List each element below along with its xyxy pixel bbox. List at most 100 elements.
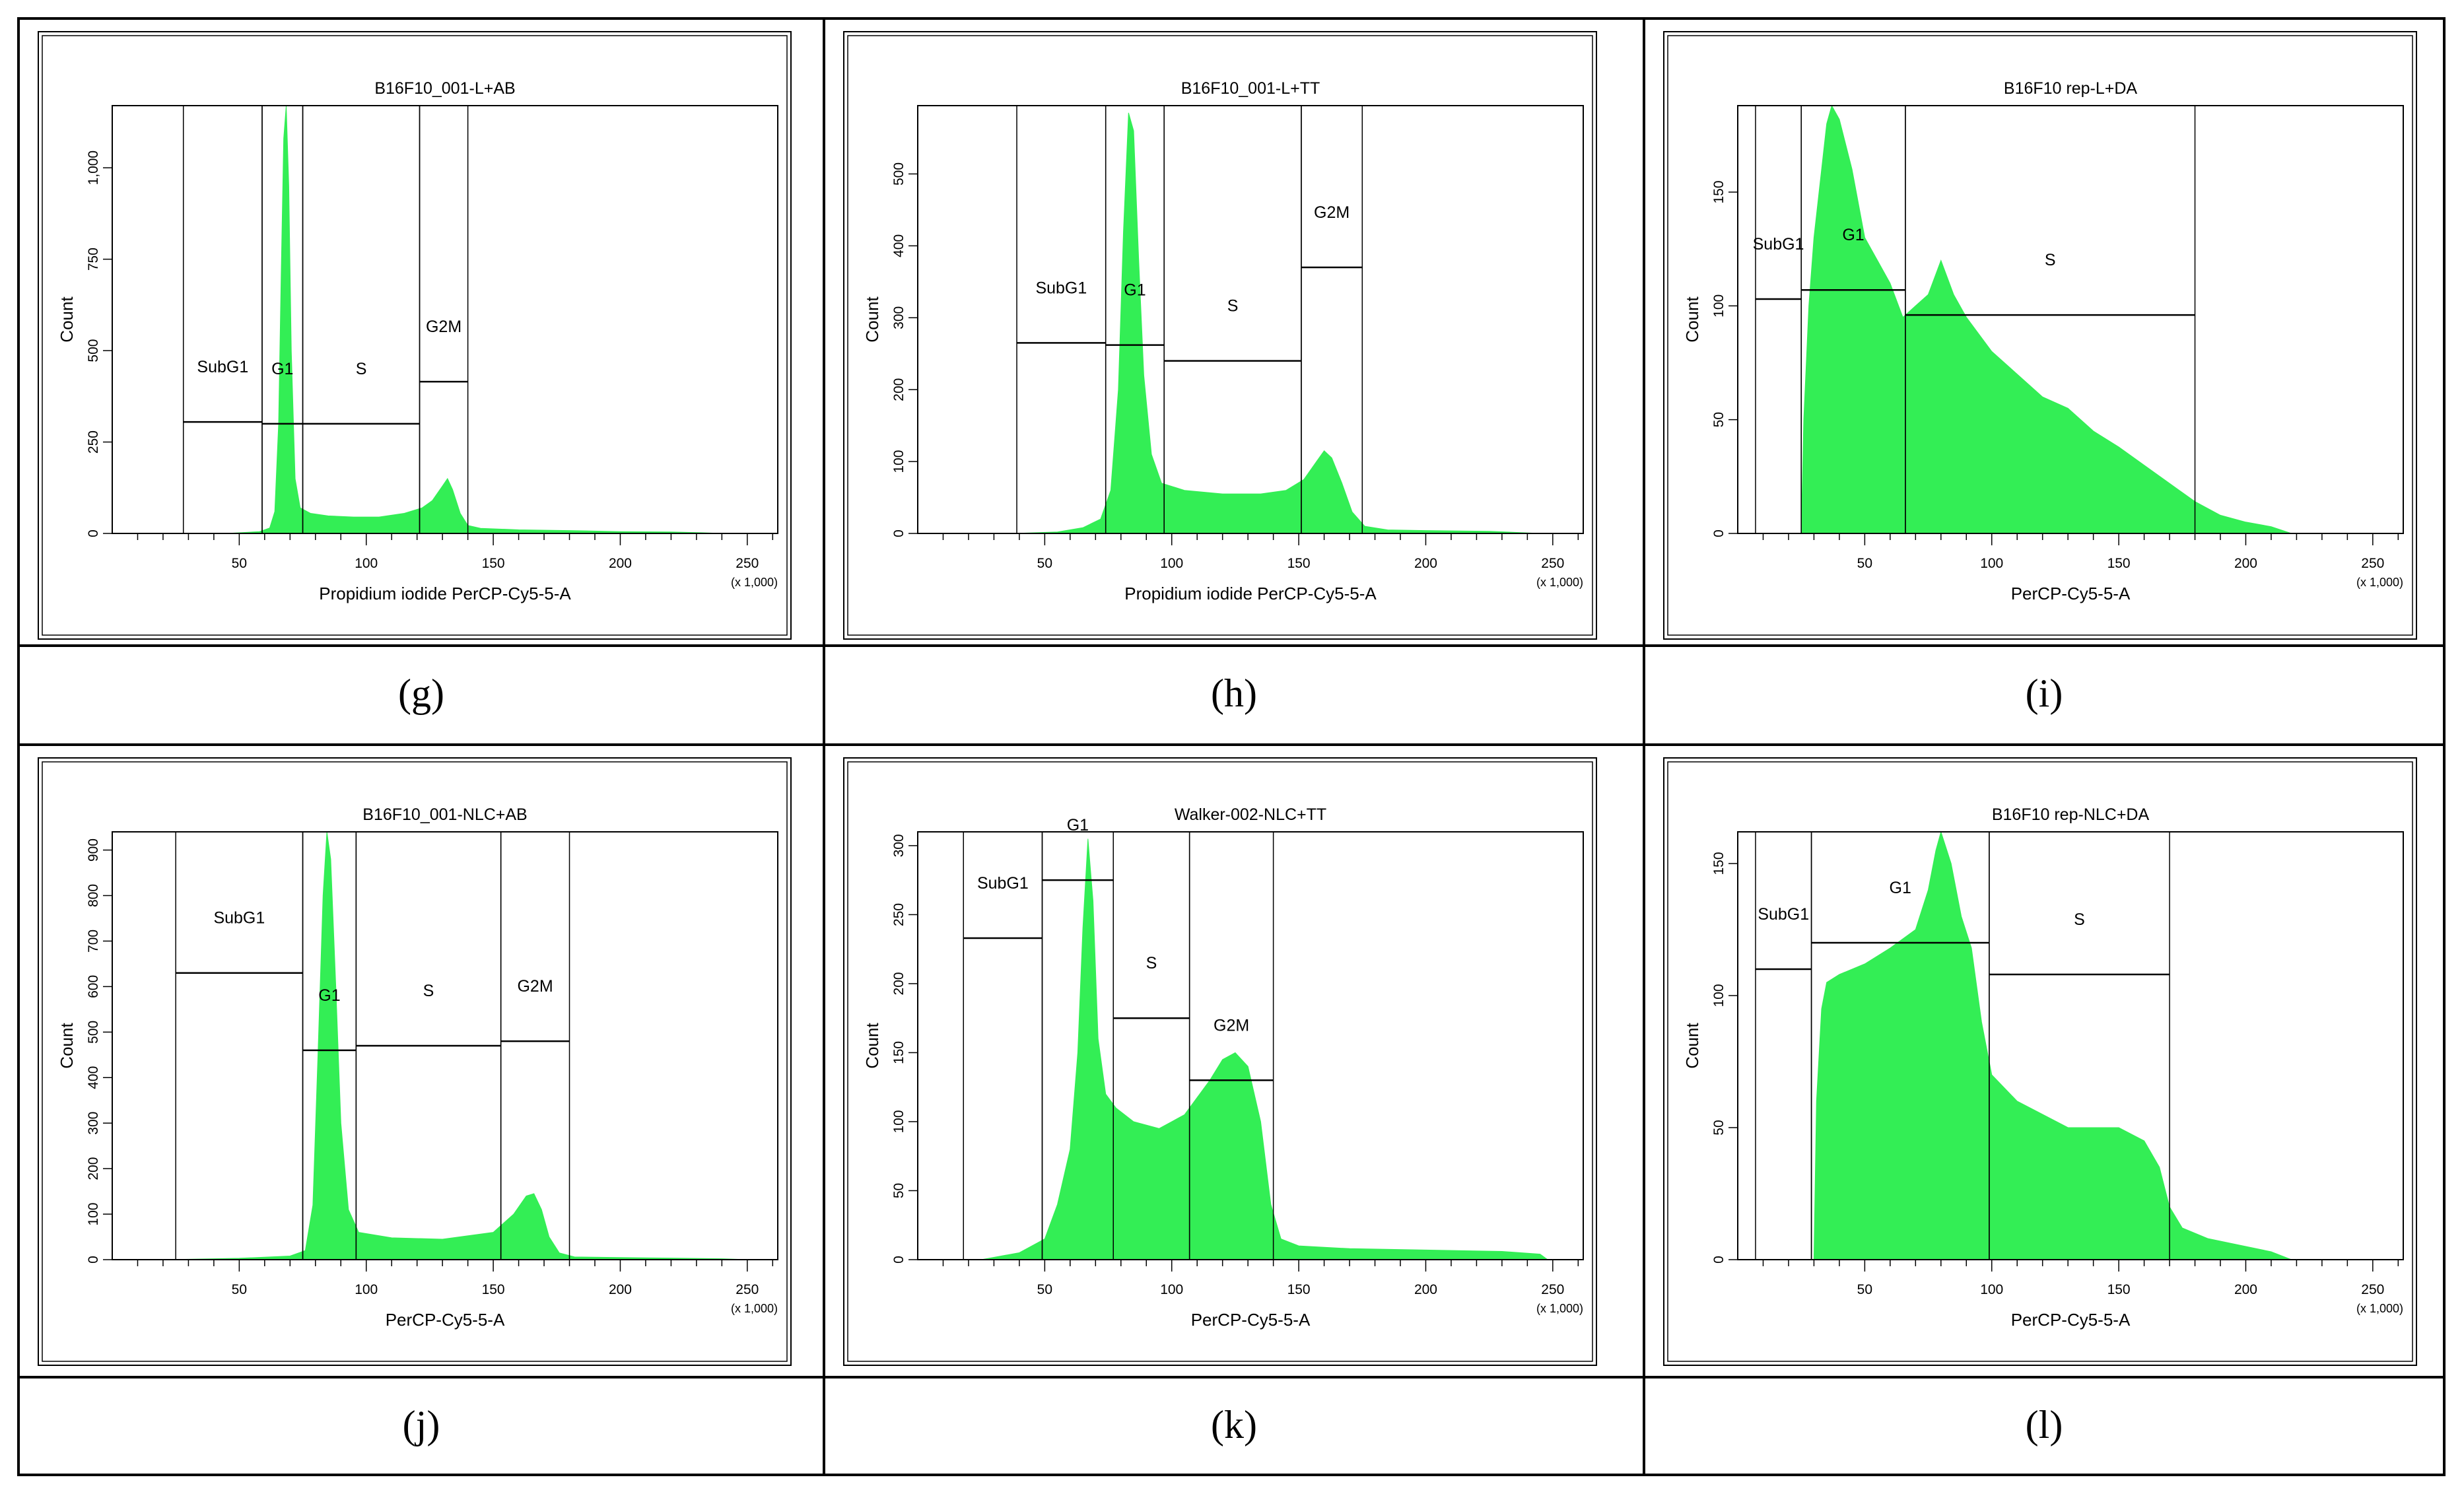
- x-tick-label: 250: [2361, 1282, 2384, 1297]
- y-tick-label: 500: [891, 162, 907, 186]
- panel-frame: [843, 757, 1597, 1366]
- x-axis-label: Propidium iodide PerCP-Cy5-5-A: [1124, 584, 1377, 603]
- panel-h: B16F10_001-L+TT SubG1 G1 S G2M 50 100 150 200 250…: [843, 31, 1597, 640]
- panel-inner-frame: [847, 761, 1593, 1362]
- chart-title: B16F10_001-L+AB: [374, 79, 515, 98]
- chart-title: Walker-002-NLC+TT: [1175, 805, 1326, 824]
- y-tick-label: 800: [86, 884, 101, 907]
- gate-s: S: [1905, 106, 2196, 533]
- x-unit-label: (x 1,000): [1536, 1302, 1583, 1315]
- x-tick-label: 150: [2107, 1282, 2131, 1297]
- gate-label: G2M: [1314, 203, 1350, 222]
- y-tick-label: 0: [891, 529, 907, 537]
- x-tick-label: 50: [1857, 556, 1872, 571]
- x-tick-label: 250: [1541, 1282, 1564, 1297]
- x-unit-label: (x 1,000): [731, 576, 778, 589]
- y-tick-label: 0: [1711, 1256, 1727, 1264]
- gate-label: G1: [1842, 226, 1864, 244]
- panel-inner-frame: [1667, 35, 2413, 636]
- gate-label: S: [1146, 954, 1157, 972]
- y-tick-label: 0: [891, 1256, 907, 1264]
- chart-title: B16F10_001-L+TT: [1181, 79, 1320, 98]
- x-tick-label: 50: [1857, 1282, 1872, 1297]
- y-tick-label: 200: [891, 378, 907, 401]
- table-borders: [17, 17, 2446, 1476]
- panel-i: B16F10 rep-L+DA SubG1 G1 S 50 100 150 200 250 0 50…: [1663, 31, 2417, 640]
- plot-box: [917, 831, 1584, 1260]
- panel-g: B16F10_001-L+AB SubG1 G1 S G2M 50 100 150 200 250…: [38, 31, 792, 640]
- y-tick-label: 500: [86, 1021, 101, 1044]
- panel-caption: (g): [398, 671, 444, 715]
- y-tick-label: 100: [891, 450, 907, 473]
- x-tick-label: 150: [1287, 1282, 1311, 1297]
- gate-label: S: [2045, 251, 2056, 269]
- panel-caption: (l): [2026, 1403, 2063, 1446]
- x-tick-label: 50: [232, 556, 247, 571]
- y-tick-label: 300: [891, 306, 907, 329]
- gate-label: SubG1: [197, 358, 248, 376]
- y-tick-label: 200: [891, 972, 907, 995]
- y-tick-label: 100: [1711, 984, 1727, 1007]
- y-axis-label: Count: [862, 296, 882, 343]
- panel-l: B16F10 rep-NLC+DA SubG1 G1 S 50 100 150 200 250 0…: [1663, 757, 2417, 1366]
- y-axis-label: Count: [57, 1023, 77, 1069]
- y-tick-label: 1,000: [86, 151, 101, 186]
- gate-g2m: G2M: [1188, 832, 1274, 1260]
- panel-frame: [38, 757, 792, 1366]
- x-tick-label: 250: [1541, 556, 1564, 571]
- x-tick-label: 200: [1414, 1282, 1437, 1297]
- histogram-area: [1014, 112, 1540, 534]
- gate-label: G2M: [1214, 1016, 1249, 1035]
- x-tick-label: 150: [2107, 556, 2131, 571]
- panels: B16F10_001-L+AB SubG1 G1 S G2M 50 100 150 200 250…: [38, 31, 2417, 1366]
- gate-label: G1: [271, 360, 293, 378]
- plot-box: [112, 831, 778, 1260]
- x-tick-label: 100: [355, 556, 378, 571]
- x-tick-label: 150: [1287, 556, 1311, 571]
- chart-title: B16F10 rep-NLC+DA: [1992, 805, 2150, 824]
- x-tick-label: 200: [609, 1282, 632, 1297]
- y-tick-label: 0: [86, 1256, 101, 1264]
- captions: (g) (h) (i) (j) (k) (l): [398, 671, 2063, 1446]
- y-tick-label: 700: [86, 930, 101, 953]
- panel-j: B16F10_001-NLC+AB SubG1 G1 S G2M 50 100 150 200 2…: [38, 757, 792, 1366]
- y-tick-label: 50: [1711, 412, 1727, 427]
- x-tick-label: 200: [609, 556, 632, 571]
- panel-frame: [1663, 31, 2417, 640]
- x-tick-label: 200: [1414, 556, 1437, 571]
- histogram-area: [1800, 104, 2292, 534]
- panel-caption: (j): [403, 1403, 440, 1446]
- plot-box: [1737, 105, 2404, 534]
- panel-frame: [1663, 757, 2417, 1366]
- y-tick-label: 50: [1711, 1120, 1727, 1135]
- gate-label: G2M: [426, 318, 462, 336]
- x-tick-label: 100: [1160, 1282, 1183, 1297]
- panel-inner-frame: [42, 35, 788, 636]
- panel-caption: (i): [2026, 671, 2063, 715]
- x-tick-label: 100: [1980, 556, 2003, 571]
- x-tick-label: 100: [1980, 1282, 2003, 1297]
- y-tick-label: 100: [891, 1110, 907, 1133]
- x-tick-label: 100: [1160, 556, 1183, 571]
- x-tick-label: 150: [482, 1282, 505, 1297]
- panel-inner-frame: [847, 35, 1593, 636]
- gate-label: G1: [318, 986, 340, 1005]
- x-axis-label: PerCP-Cy5-5-A: [386, 1310, 505, 1330]
- panel-caption: (k): [1211, 1403, 1257, 1446]
- gate-label: S: [2074, 910, 2085, 929]
- y-tick-label: 250: [86, 430, 101, 454]
- x-tick-label: 200: [2234, 556, 2257, 571]
- gate-s: S: [1989, 832, 2170, 1260]
- y-tick-label: 250: [891, 903, 907, 926]
- plot-box: [917, 105, 1584, 534]
- x-axis-label: Propidium iodide PerCP-Cy5-5-A: [319, 584, 571, 603]
- x-tick-label: 50: [1037, 556, 1052, 571]
- gate-label: SubG1: [213, 909, 265, 928]
- chart-title: B16F10 rep-L+DA: [2004, 79, 2138, 98]
- y-axis-label: Count: [862, 1023, 882, 1069]
- panel-frame: [843, 31, 1597, 640]
- x-tick-label: 250: [736, 1282, 759, 1297]
- x-unit-label: (x 1,000): [1536, 576, 1583, 589]
- histogram-area: [981, 838, 1549, 1260]
